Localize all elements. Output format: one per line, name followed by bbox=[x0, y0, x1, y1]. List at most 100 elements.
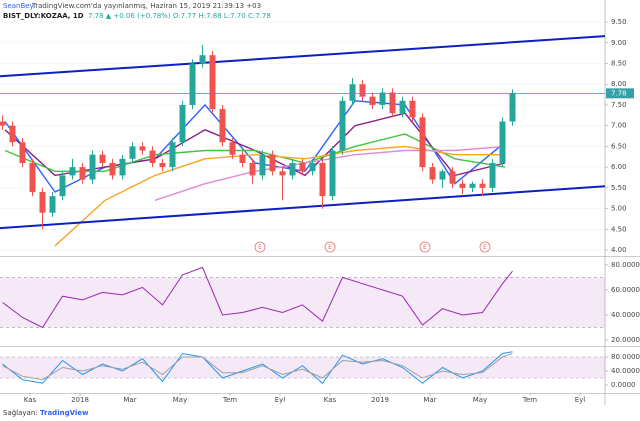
y-tick-label: 6.00 bbox=[611, 163, 627, 171]
panel bbox=[0, 351, 605, 384]
candle-body bbox=[229, 142, 236, 155]
x-tick-label: May bbox=[173, 396, 187, 404]
y-tick-label: 4.50 bbox=[611, 225, 627, 233]
event-label: E bbox=[483, 244, 487, 251]
candle-body bbox=[329, 150, 336, 197]
candle-body bbox=[479, 183, 486, 188]
event-label: E bbox=[423, 244, 427, 251]
candle-body bbox=[189, 63, 196, 105]
candle-body bbox=[289, 162, 296, 176]
y-tick-label: 8.50 bbox=[611, 59, 627, 67]
candle-body bbox=[29, 162, 36, 192]
candle-body bbox=[319, 162, 326, 197]
x-tick-label: Eyl bbox=[575, 396, 586, 404]
candle-body bbox=[239, 154, 246, 163]
y-tick-label: 7.00 bbox=[611, 122, 627, 130]
candle-body bbox=[69, 167, 76, 176]
candle-body bbox=[409, 100, 416, 118]
candle-body bbox=[19, 142, 26, 163]
x-tick-label: Mar bbox=[423, 396, 436, 404]
y-tick-label: 8.00 bbox=[611, 80, 627, 88]
event-label: E bbox=[258, 244, 262, 251]
x-tick-label: Tem bbox=[222, 396, 237, 404]
candle-body bbox=[389, 92, 396, 114]
x-tick-label: Kas bbox=[24, 396, 37, 404]
candle-body bbox=[369, 96, 376, 105]
footer-brand: TradingView bbox=[40, 409, 89, 417]
y-tick-label: 6.50 bbox=[611, 142, 627, 150]
candle-body bbox=[399, 100, 406, 114]
candle-body bbox=[89, 154, 96, 180]
series-line bbox=[2, 353, 513, 381]
candle-body bbox=[159, 162, 166, 168]
event-marker bbox=[254, 241, 266, 253]
y-tick-label: 7.50 bbox=[611, 101, 627, 109]
series-line bbox=[2, 351, 513, 384]
candle-body bbox=[149, 150, 156, 163]
candle-body bbox=[209, 55, 216, 110]
candle-body bbox=[429, 167, 436, 180]
candle-body bbox=[499, 121, 506, 163]
quote: 7.78 ▲ +0.06 (+0.78%) O:7.77 H:7.88 L:7.… bbox=[88, 12, 271, 20]
symbol: BIST_DLY:KOZAA, 1D bbox=[3, 12, 84, 20]
candle-body bbox=[379, 92, 386, 105]
candle-body bbox=[419, 117, 426, 168]
y-tick-label: 80.0000 bbox=[611, 353, 640, 361]
candle-body bbox=[469, 183, 476, 188]
candle-body bbox=[59, 175, 66, 197]
footer-label: Sağlayan: bbox=[3, 409, 38, 417]
candle-body bbox=[359, 84, 366, 97]
candle-body bbox=[39, 191, 46, 213]
candle-body bbox=[509, 93, 516, 122]
event-marker bbox=[324, 241, 336, 253]
event-marker bbox=[419, 241, 431, 253]
candle-body bbox=[269, 154, 276, 172]
candle-body bbox=[219, 109, 226, 143]
x-tick-label: Kas bbox=[324, 396, 337, 404]
candle-body bbox=[139, 146, 146, 151]
candle-body bbox=[179, 104, 186, 143]
y-tick-label: 40.0000 bbox=[611, 311, 640, 319]
author: SeanBey bbox=[3, 2, 34, 10]
candle-body bbox=[439, 171, 446, 180]
y-tick-label: 0.0000 bbox=[611, 381, 636, 389]
x-tick-label: Mar bbox=[123, 396, 136, 404]
last-price-box bbox=[606, 88, 634, 99]
panel bbox=[0, 21, 605, 251]
candle-body bbox=[0, 121, 6, 126]
candle-body bbox=[349, 84, 356, 101]
y-tick-label: 9.00 bbox=[611, 39, 627, 47]
candle-body bbox=[169, 142, 176, 168]
candle-body bbox=[459, 183, 466, 188]
candle-body bbox=[279, 171, 286, 176]
band-fill bbox=[0, 277, 605, 328]
candle-body bbox=[109, 162, 116, 176]
candle-body bbox=[99, 154, 106, 163]
y-tick-label: 4.00 bbox=[611, 246, 627, 254]
published: TradingView.com'da yayınlanmış, Haziran … bbox=[31, 2, 261, 10]
candle-body bbox=[449, 171, 456, 184]
x-tick-label: Eyl bbox=[275, 396, 286, 404]
series-line bbox=[0, 35, 605, 78]
y-tick-label: 20.0000 bbox=[611, 336, 640, 344]
candle-body bbox=[119, 158, 126, 176]
panel bbox=[0, 266, 605, 329]
x-tick-label: 2018 bbox=[71, 396, 89, 404]
candle-body bbox=[249, 162, 256, 176]
band-fill bbox=[0, 356, 605, 378]
y-tick-label: 60.0000 bbox=[611, 286, 640, 294]
candle-body bbox=[199, 55, 206, 64]
y-tick-label: 80.0000 bbox=[611, 261, 640, 269]
candle-body bbox=[49, 196, 56, 213]
candle-body bbox=[309, 162, 316, 172]
y-tick-label: 5.00 bbox=[611, 205, 627, 213]
y-tick-label: 9.50 bbox=[611, 18, 627, 26]
candle-body bbox=[129, 146, 136, 159]
y-tick-label: 5.50 bbox=[611, 184, 627, 192]
x-tick-label: Tem bbox=[522, 396, 537, 404]
x-tick-label: May bbox=[473, 396, 487, 404]
series-line bbox=[0, 185, 605, 230]
candle-body bbox=[339, 100, 346, 151]
